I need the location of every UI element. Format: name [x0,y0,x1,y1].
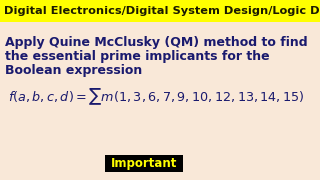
Text: Important: Important [111,157,177,170]
Bar [105,155,183,172]
Text: Digital Electronics/Digital System Design/Logic Design: Digital Electronics/Digital System Desig… [4,6,320,16]
Bar [0,0,320,22]
Text: the essential prime implicants for the: the essential prime implicants for the [5,50,270,63]
Text: $f(a, b, c, d) = \sum m(1, 3, 6, 7, 9, 10, 12, 13, 14, 15)$: $f(a, b, c, d) = \sum m(1, 3, 6, 7, 9, 1… [8,86,305,107]
Text: Apply Quine McClusky (QM) method to find: Apply Quine McClusky (QM) method to find [5,36,308,49]
Text: Boolean expression: Boolean expression [5,64,142,77]
